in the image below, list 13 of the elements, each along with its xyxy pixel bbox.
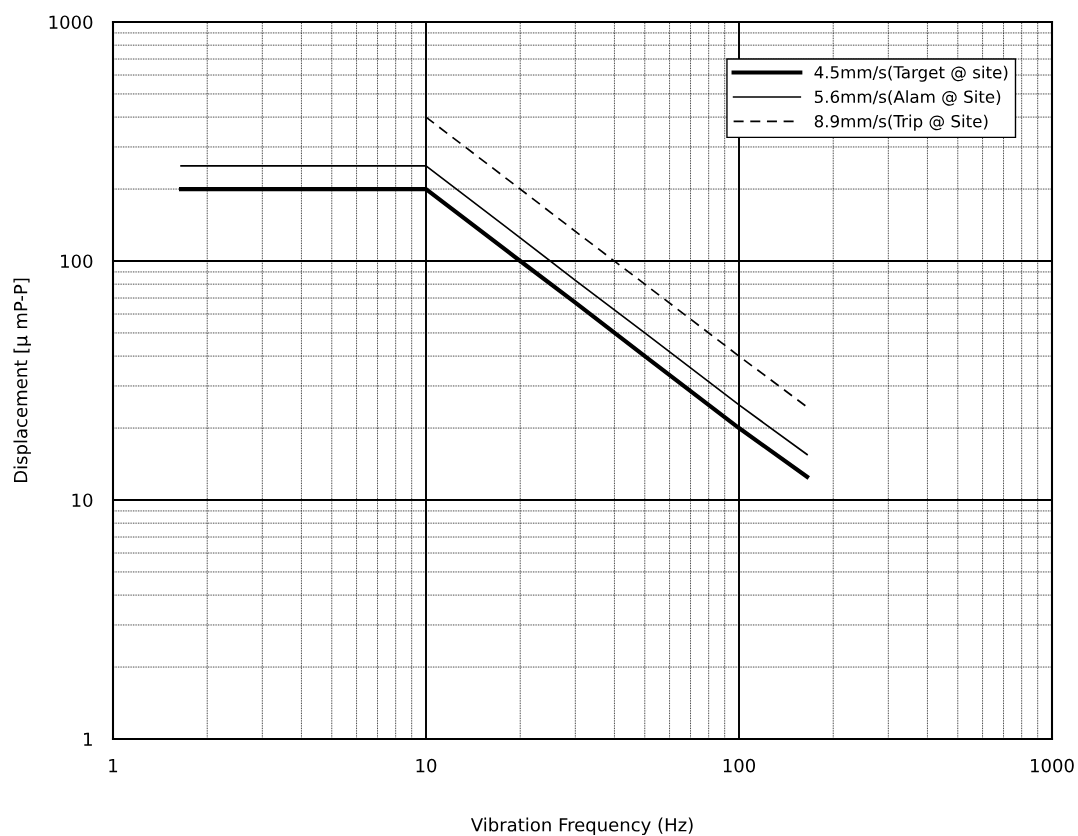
x-tick-label: 1000 bbox=[1031, 758, 1074, 773]
y-tick-label: 10 bbox=[72, 493, 93, 508]
x-tick-label: 100 bbox=[723, 758, 756, 773]
legend-label: 8.9mm/s(Trip @ Site) bbox=[814, 114, 988, 131]
x-axis-title: Vibration Frequency (Hz) bbox=[470, 817, 693, 836]
x-tick-label: 10 bbox=[416, 758, 437, 773]
legend-label: 4.5mm/s(Target @ site) bbox=[814, 65, 1008, 82]
y-axis-title: Displacement [μ mP-P] bbox=[13, 278, 31, 483]
y-tick-label: 100 bbox=[61, 254, 93, 269]
y-tick-label: 1000 bbox=[49, 15, 93, 30]
y-tick-label: 1 bbox=[84, 732, 92, 746]
x-tick-label: 1 bbox=[109, 759, 118, 773]
legend-label: 5.6mm/s(Alam @ Site) bbox=[814, 90, 1001, 106]
